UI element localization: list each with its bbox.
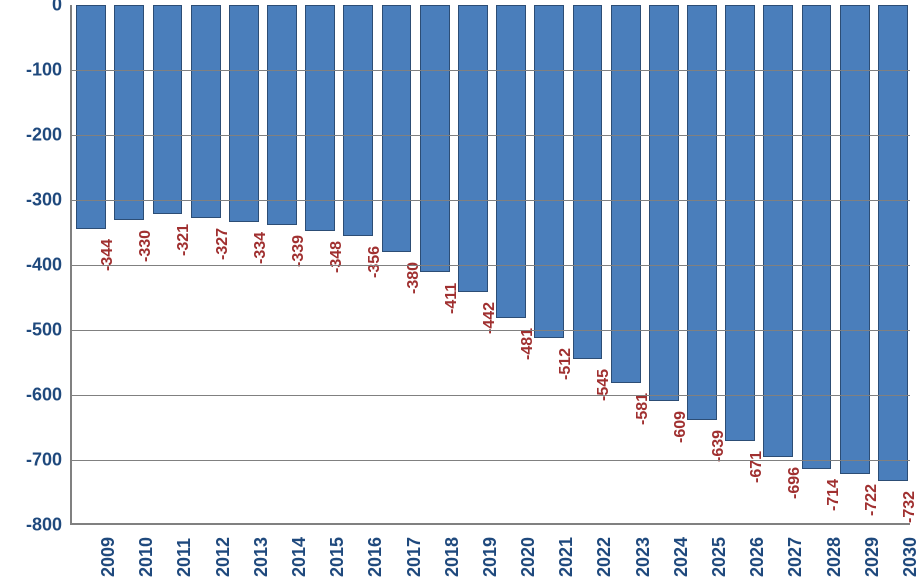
x-tick-label: 2021 <box>556 537 577 577</box>
bar-value-label: -330 <box>137 229 155 261</box>
y-tick-label: -500 <box>7 320 62 341</box>
gridline <box>72 460 910 461</box>
bar <box>343 5 373 236</box>
bar <box>191 5 221 218</box>
bar <box>878 5 908 481</box>
bar <box>420 5 450 272</box>
y-tick-label: -100 <box>7 60 62 81</box>
x-tick-label: 2026 <box>747 537 768 577</box>
bar-value-label: -696 <box>786 467 804 499</box>
bar <box>382 5 412 252</box>
x-tick-label: 2020 <box>518 537 539 577</box>
bar-value-label: -348 <box>328 241 346 273</box>
gridline <box>72 135 910 136</box>
x-tick-label: 2013 <box>251 537 272 577</box>
x-tick-label: 2027 <box>785 537 806 577</box>
x-tick-label: 2024 <box>671 537 692 577</box>
gridline <box>72 70 910 71</box>
x-tick-label: 2012 <box>213 537 234 577</box>
bars-container: -344-330-321-327-334-339-348-356-380-411… <box>72 5 910 523</box>
y-tick-label: -700 <box>7 450 62 471</box>
x-tick-label: 2022 <box>594 537 615 577</box>
bar <box>114 5 144 220</box>
bar <box>458 5 488 292</box>
bar <box>687 5 717 420</box>
bar <box>267 5 297 225</box>
bar <box>573 5 603 359</box>
bar-value-label: -339 <box>290 235 308 267</box>
bar-value-label: -334 <box>252 232 270 264</box>
bar <box>763 5 793 457</box>
bar-value-label: -722 <box>863 484 881 516</box>
x-tick-label: 2014 <box>289 537 310 577</box>
y-tick-label: -300 <box>7 190 62 211</box>
plot-area: -344-330-321-327-334-339-348-356-380-411… <box>70 5 910 525</box>
x-tick-label: 2025 <box>709 537 730 577</box>
x-tick-label: 2016 <box>365 537 386 577</box>
x-tick-label: 2015 <box>327 537 348 577</box>
x-tick-label: 2018 <box>442 537 463 577</box>
x-tick-label: 2010 <box>136 537 157 577</box>
x-tick-label: 2028 <box>824 537 845 577</box>
y-tick-label: -600 <box>7 385 62 406</box>
x-tick-label: 2009 <box>98 537 119 577</box>
bar <box>153 5 183 214</box>
bar-value-label: -714 <box>825 479 843 511</box>
bar <box>496 5 526 318</box>
gridline <box>72 265 910 266</box>
bar <box>649 5 679 401</box>
gridline <box>72 395 910 396</box>
bar-value-label: -321 <box>175 224 193 256</box>
x-tick-label: 2030 <box>900 537 921 577</box>
bar <box>840 5 870 474</box>
bar <box>611 5 641 383</box>
bar <box>305 5 335 231</box>
bar-chart: -344-330-321-327-334-339-348-356-380-411… <box>0 0 924 587</box>
bar <box>534 5 564 338</box>
bar <box>229 5 259 222</box>
gridline <box>72 200 910 201</box>
bar-value-label: -732 <box>901 491 919 523</box>
bar <box>76 5 106 229</box>
gridline <box>72 330 910 331</box>
y-tick-label: -200 <box>7 125 62 146</box>
bar-value-label: -327 <box>214 228 232 260</box>
x-tick-label: 2019 <box>480 537 501 577</box>
x-tick-label: 2023 <box>633 537 654 577</box>
x-tick-label: 2029 <box>862 537 883 577</box>
y-tick-label: 0 <box>7 0 62 16</box>
y-tick-label: -800 <box>7 515 62 536</box>
x-tick-label: 2011 <box>174 538 195 577</box>
x-tick-label: 2017 <box>404 537 425 577</box>
bar <box>802 5 832 469</box>
y-tick-label: -400 <box>7 255 62 276</box>
